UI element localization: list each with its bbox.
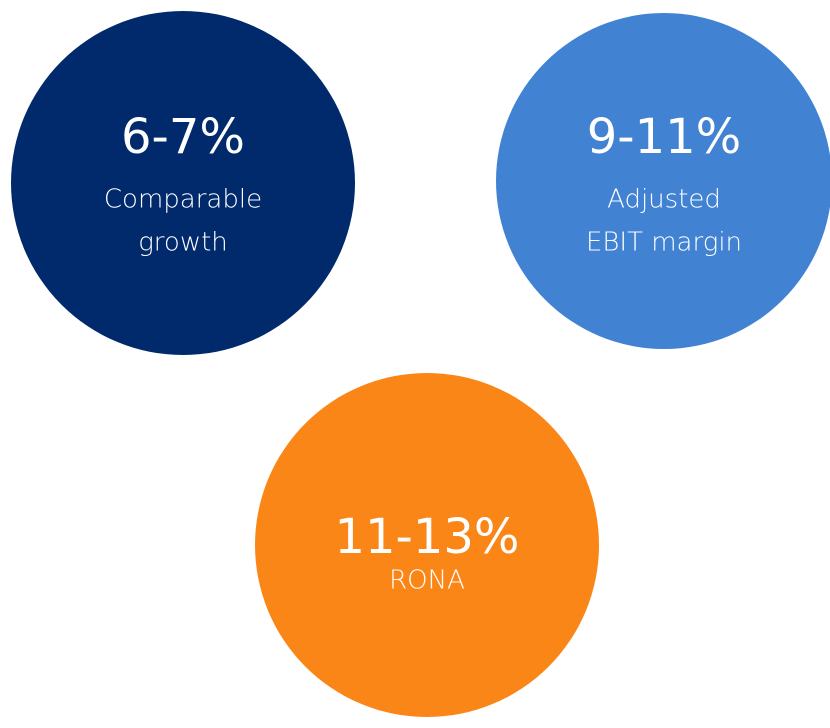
circle: [496, 13, 830, 349]
metric-value: 9-11%: [587, 109, 742, 165]
metric-value: 6-7%: [121, 109, 245, 165]
metric-label: Comparable: [104, 185, 262, 215]
metric-label: EBIT margin: [586, 228, 742, 258]
metric-label: growth: [138, 228, 228, 258]
metric-label: RONA: [389, 566, 465, 596]
circle: [11, 11, 355, 355]
metric-label: Adjusted: [607, 185, 721, 215]
circle: [255, 373, 599, 717]
metric-value: 11-13%: [334, 509, 519, 565]
